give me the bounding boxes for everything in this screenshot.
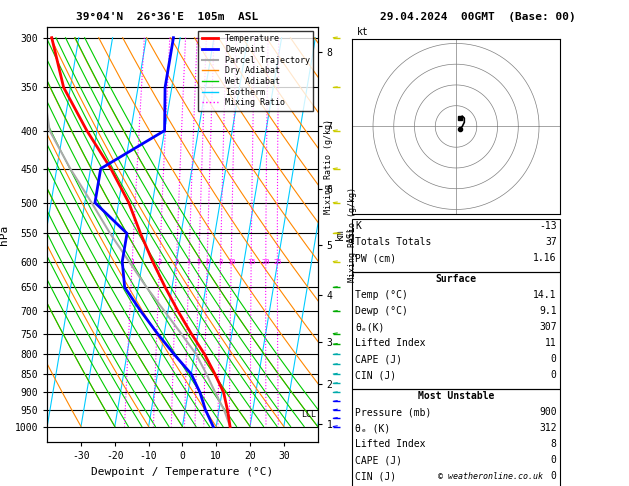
Text: Mixing Ratio (g/kg): Mixing Ratio (g/kg) xyxy=(348,187,357,282)
Text: 312: 312 xyxy=(539,423,557,433)
Text: 37: 37 xyxy=(545,237,557,247)
Text: Lifted Index: Lifted Index xyxy=(355,338,426,348)
Text: 10: 10 xyxy=(227,259,235,264)
Legend: Temperature, Dewpoint, Parcel Trajectory, Dry Adiabat, Wet Adiabat, Isotherm, Mi: Temperature, Dewpoint, Parcel Trajectory… xyxy=(199,31,313,110)
Y-axis label: hPa: hPa xyxy=(0,225,9,244)
Text: 0: 0 xyxy=(551,455,557,465)
Text: PW (cm): PW (cm) xyxy=(355,253,396,263)
Text: 8: 8 xyxy=(551,439,557,449)
Text: -13: -13 xyxy=(539,221,557,231)
Text: 14.1: 14.1 xyxy=(533,290,557,300)
Text: kt: kt xyxy=(357,27,368,37)
Text: Temp (°C): Temp (°C) xyxy=(355,290,408,300)
Text: 11: 11 xyxy=(545,338,557,348)
Text: 15: 15 xyxy=(247,259,255,264)
Text: 1.16: 1.16 xyxy=(533,253,557,263)
Text: Totals Totals: Totals Totals xyxy=(355,237,431,247)
Text: LCL: LCL xyxy=(301,410,316,419)
Text: 0: 0 xyxy=(551,370,557,380)
Text: Dewp (°C): Dewp (°C) xyxy=(355,306,408,316)
Text: 900: 900 xyxy=(539,407,557,417)
Text: 25: 25 xyxy=(273,259,282,264)
Text: θₑ (K): θₑ (K) xyxy=(355,423,391,433)
Text: 6: 6 xyxy=(205,259,209,264)
Text: Lifted Index: Lifted Index xyxy=(355,439,426,449)
Text: Pressure (mb): Pressure (mb) xyxy=(355,407,431,417)
Text: © weatheronline.co.uk: © weatheronline.co.uk xyxy=(438,472,543,481)
Text: 0: 0 xyxy=(551,354,557,364)
Text: Surface: Surface xyxy=(435,274,477,284)
Text: 9.1: 9.1 xyxy=(539,306,557,316)
Text: CIN (J): CIN (J) xyxy=(355,471,396,481)
Text: 5: 5 xyxy=(197,259,201,264)
Text: 8: 8 xyxy=(218,259,223,264)
Text: 20: 20 xyxy=(262,259,270,264)
Text: Mixing Ratio (g/kg): Mixing Ratio (g/kg) xyxy=(325,119,333,214)
Text: 29.04.2024  00GMT  (Base: 00): 29.04.2024 00GMT (Base: 00) xyxy=(380,12,576,22)
Y-axis label: km
ASL: km ASL xyxy=(335,226,357,243)
Text: 3: 3 xyxy=(174,259,179,264)
Text: θₑ(K): θₑ(K) xyxy=(355,322,385,332)
Text: 4: 4 xyxy=(187,259,191,264)
Text: 307: 307 xyxy=(539,322,557,332)
Text: 2: 2 xyxy=(157,259,162,264)
Text: CAPE (J): CAPE (J) xyxy=(355,354,403,364)
Text: 1: 1 xyxy=(130,259,135,264)
Text: 0: 0 xyxy=(551,471,557,481)
Text: K: K xyxy=(355,221,361,231)
Text: CIN (J): CIN (J) xyxy=(355,370,396,380)
Text: Most Unstable: Most Unstable xyxy=(418,391,494,401)
X-axis label: Dewpoint / Temperature (°C): Dewpoint / Temperature (°C) xyxy=(91,467,274,477)
Text: CAPE (J): CAPE (J) xyxy=(355,455,403,465)
Text: 39°04'N  26°36'E  105m  ASL: 39°04'N 26°36'E 105m ASL xyxy=(75,12,258,22)
